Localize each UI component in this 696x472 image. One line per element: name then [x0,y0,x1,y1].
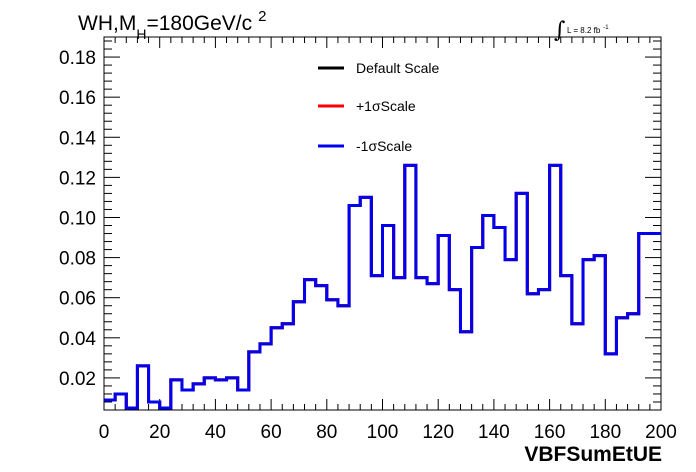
x-tick-label: 180 [589,422,621,443]
luminosity-annotation: L = 8.2 fb -1 [567,25,609,35]
x-axis-label: VBFSumEtUE [524,443,662,466]
integral-symbol: ∫ [554,18,566,43]
title-subscript: H [136,26,146,42]
y-tick-label: 0.12 [59,168,96,189]
x-tick-label: 0 [99,422,110,443]
x-tick-label: 140 [478,422,510,443]
axis-ticks [103,37,662,411]
y-tick-label: 0.02 [59,369,96,390]
series-line-2 [104,163,661,410]
y-tick-label: 0.10 [59,208,96,229]
y-tick-label: 0.14 [59,128,96,149]
x-tick-label: 80 [316,422,337,443]
chart-title: WH,MH=180GeV/c 2 [78,8,266,42]
series-line-1 [104,163,661,410]
y-tick-label: 0.08 [59,249,96,270]
title-superscript: 2 [258,8,266,25]
histogram-series [104,163,661,410]
x-tick-label: 40 [205,422,226,443]
x-tick-label: 100 [367,422,399,443]
legend-label-default: Default Scale [356,60,439,76]
x-tick-label: 160 [534,422,566,443]
legend-label-minus-sigma: -1σScale [356,138,412,154]
y-tick-label: 0.06 [59,289,96,310]
legend: Default Scale +1σScale -1σScale [318,60,439,154]
x-tick-label: 120 [422,422,454,443]
x-tick-label: 60 [261,422,282,443]
plot-frame [103,36,662,411]
y-tick-label: 0.18 [59,48,96,69]
luminosity-text: L = 8.2 fb [567,26,601,35]
series-line-0 [104,163,661,410]
y-tick-label: 0.04 [59,329,96,350]
title-main: WH,M [78,12,136,35]
axis-tick-labels: 0 20 40 60 80 100 120 140 160 180 200 0.02 0.04 0.06 0… [59,48,677,443]
x-tick-label: 20 [149,422,170,443]
x-tick-label: 200 [645,422,677,443]
legend-label-plus-sigma: +1σScale [356,98,416,114]
luminosity-superscript: -1 [603,25,609,31]
y-tick-label: 0.16 [59,88,96,109]
title-suffix: =180GeV/c [146,12,252,35]
